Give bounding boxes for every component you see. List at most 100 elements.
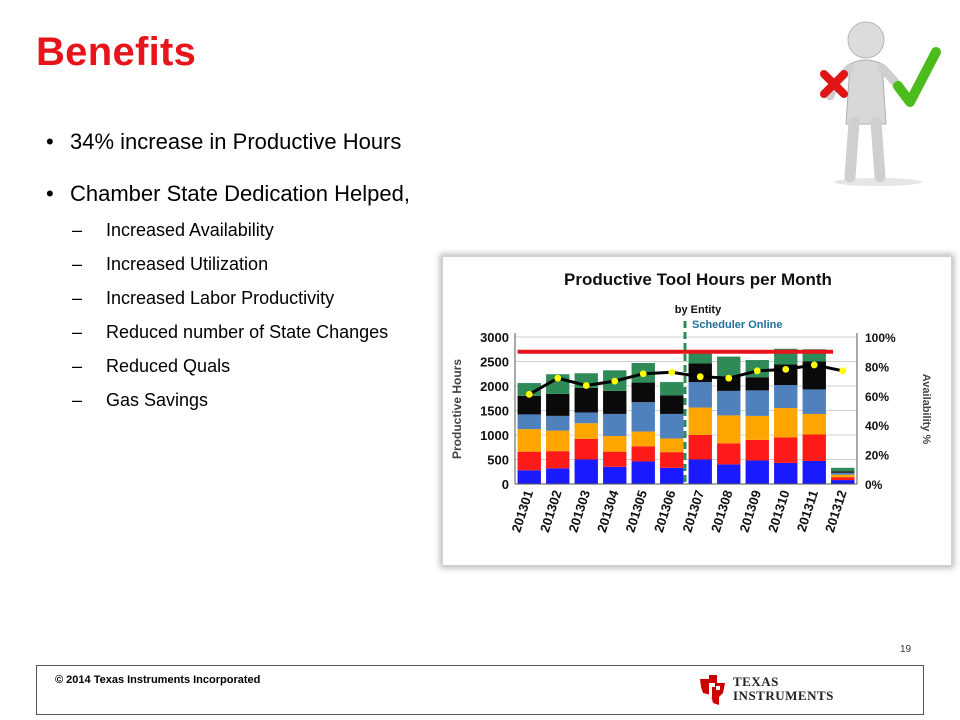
x-tick-label: 201304 bbox=[594, 488, 622, 535]
texas-instruments-logo: TEXAS INSTRUMENTS bbox=[697, 672, 857, 708]
bar-segment bbox=[745, 415, 769, 440]
x-tick-label: 201302 bbox=[537, 488, 565, 534]
bar-segment bbox=[688, 382, 712, 408]
y2-tick-label: 80% bbox=[865, 360, 889, 374]
sub-bullet-list: – Increased Availability – Increased Utili… bbox=[70, 218, 446, 412]
footer: © 2014 Texas Instruments Incorporated TE… bbox=[36, 665, 924, 715]
bar-segment bbox=[546, 468, 570, 484]
y2-tick-label: 0% bbox=[865, 478, 883, 492]
y2-axis-label: Availability % bbox=[920, 374, 932, 445]
bar-segment bbox=[717, 443, 741, 465]
bar-segment bbox=[688, 435, 712, 460]
page-number: 19 bbox=[900, 644, 912, 655]
x-tick-label: 201312 bbox=[822, 488, 850, 534]
sub-bullet-text: Gas Savings bbox=[106, 390, 209, 410]
sub-bullet-text: Reduced number of State Changes bbox=[106, 322, 389, 342]
sub-bullet-item: – Increased Availability bbox=[72, 218, 446, 242]
logo-line1: TEXAS bbox=[733, 674, 779, 689]
y-tick-label: 0 bbox=[502, 477, 509, 492]
bar-segment bbox=[660, 467, 684, 484]
bar-segment bbox=[517, 395, 541, 415]
bar-segment bbox=[831, 467, 855, 472]
bar-segment bbox=[546, 430, 570, 452]
bar-segment bbox=[574, 412, 598, 424]
scheduler-online-annotation: Scheduler Online bbox=[692, 319, 782, 331]
bar-segment bbox=[660, 438, 684, 453]
bullet-glyph: • bbox=[46, 129, 54, 154]
bar-segment bbox=[717, 415, 741, 444]
bar-segment bbox=[660, 413, 684, 439]
bar-segment bbox=[631, 446, 655, 462]
availability-point bbox=[582, 382, 590, 389]
bar-segment bbox=[546, 415, 570, 431]
bar-segment bbox=[717, 376, 741, 391]
dash-glyph: – bbox=[72, 356, 83, 376]
dash-glyph: – bbox=[72, 322, 83, 342]
bar-segment bbox=[574, 423, 598, 439]
bar-segment bbox=[774, 462, 798, 484]
x-tick-label: 201309 bbox=[736, 488, 764, 534]
bar-segment bbox=[603, 390, 627, 414]
bar-segment bbox=[688, 459, 712, 484]
sub-bullet-text: Reduced Quals bbox=[106, 356, 231, 376]
bar-segment bbox=[660, 452, 684, 468]
bar-segment bbox=[574, 459, 598, 484]
availability-point bbox=[639, 370, 647, 378]
bar-segment bbox=[517, 429, 541, 452]
y-tick-label: 2500 bbox=[480, 355, 509, 370]
availability-point bbox=[839, 367, 847, 375]
x-tick-label: 201308 bbox=[708, 488, 736, 534]
dash-glyph: – bbox=[72, 390, 83, 410]
bar-segment bbox=[802, 389, 826, 414]
sub-bullet-text: Increased Utilization bbox=[106, 254, 269, 274]
bar-segment bbox=[603, 435, 627, 452]
y-tick-label: 1000 bbox=[480, 428, 509, 443]
sub-bullet-text: Increased Availability bbox=[106, 220, 274, 240]
copyright-text: © 2014 Texas Instruments Incorporated bbox=[55, 674, 261, 686]
bullet-list: • 34% increase in Productive Hours • Cha… bbox=[46, 128, 446, 436]
bar-segment bbox=[660, 382, 684, 396]
bullet-item: • 34% increase in Productive Hours bbox=[46, 128, 446, 156]
x-tick-label: 201310 bbox=[765, 488, 793, 534]
availability-point bbox=[696, 373, 704, 381]
bar-segment bbox=[517, 451, 541, 471]
bar-segment bbox=[546, 393, 570, 416]
bar-segment bbox=[831, 477, 855, 481]
bar-segment bbox=[745, 390, 769, 416]
bar-segment bbox=[774, 408, 798, 438]
bar-segment bbox=[631, 402, 655, 432]
person-checkmark-icon bbox=[820, 21, 941, 186]
bar-segment bbox=[774, 385, 798, 409]
chart-frame: Productive Tool Hours per Month by Entit… bbox=[442, 256, 952, 566]
y-axis-label: Productive Hours bbox=[450, 359, 464, 459]
y2-tick-label: 60% bbox=[865, 390, 889, 404]
bar-segment bbox=[631, 461, 655, 484]
bar-segment bbox=[802, 361, 826, 390]
bar-segment bbox=[717, 356, 741, 377]
bullet-glyph: • bbox=[46, 181, 54, 206]
bar-segment bbox=[745, 460, 769, 484]
chart-title: Productive Tool Hours per Month bbox=[564, 270, 832, 289]
y-tick-label: 1500 bbox=[480, 404, 509, 419]
bar-segment bbox=[745, 377, 769, 391]
y-tick-label: 2000 bbox=[480, 379, 509, 394]
bar-segment bbox=[831, 472, 855, 475]
y-tick-label: 500 bbox=[487, 453, 509, 468]
sub-bullet-item: – Increased Labor Productivity bbox=[72, 286, 446, 310]
availability-line bbox=[528, 363, 844, 396]
bullet-text: Chamber State Dedication Helped, bbox=[70, 181, 410, 206]
texas-instruments-logo-icon bbox=[700, 675, 725, 705]
bullet-item: • Chamber State Dedication Helped, – Incr… bbox=[46, 180, 446, 412]
sub-bullet-text: Increased Labor Productivity bbox=[106, 288, 335, 308]
productive-hours-chart: Productive Tool Hours per Month by Entit… bbox=[450, 270, 932, 535]
bar-segment bbox=[631, 382, 655, 403]
bar-segment bbox=[831, 474, 855, 478]
bar-segment bbox=[546, 451, 570, 469]
bar-segment bbox=[745, 439, 769, 461]
bar-segment bbox=[603, 413, 627, 436]
bar-segment bbox=[517, 414, 541, 430]
sub-bullet-item: – Reduced number of State Changes bbox=[72, 320, 402, 344]
availability-point bbox=[611, 377, 619, 385]
x-tick-label: 201305 bbox=[622, 488, 650, 534]
bar-segment bbox=[574, 387, 598, 413]
